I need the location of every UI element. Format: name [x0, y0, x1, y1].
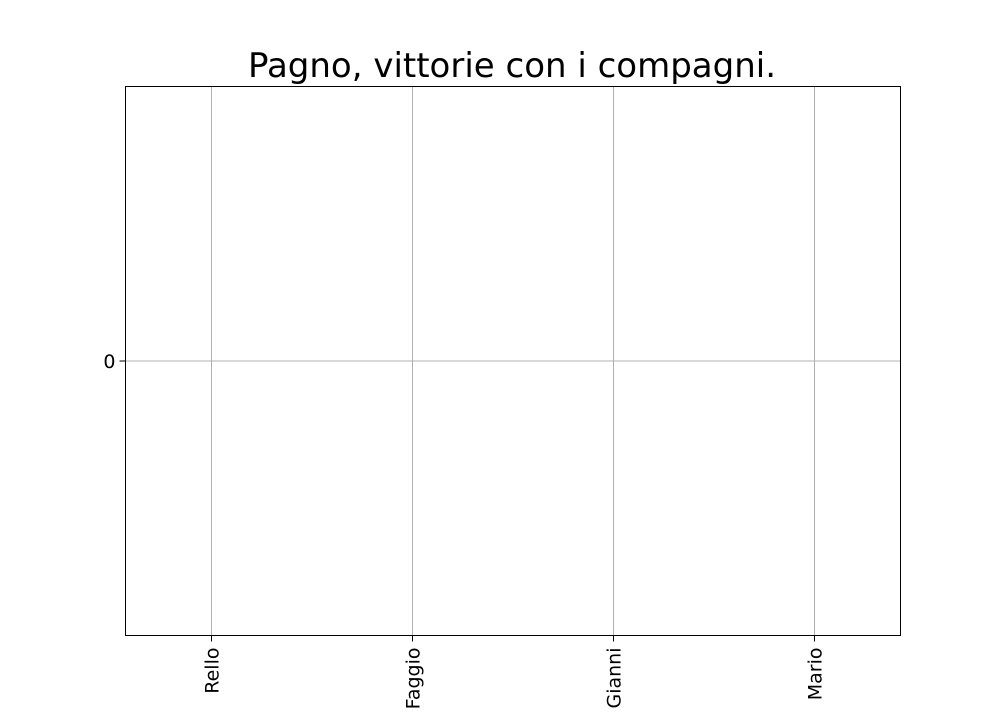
chart-title: Pagno, vittorie con i compagni. — [248, 46, 776, 86]
x-tick-label: Faggio — [403, 648, 425, 710]
plot-area: Rello Faggio Gianni Mario 0 — [103, 86, 901, 710]
x-tick-label: Mario — [805, 648, 827, 701]
x-tick-label: Rello — [202, 648, 224, 694]
y-tick-label: 0 — [103, 351, 115, 373]
x-tick-label: Gianni — [604, 648, 626, 709]
plot-frame — [125, 86, 901, 636]
